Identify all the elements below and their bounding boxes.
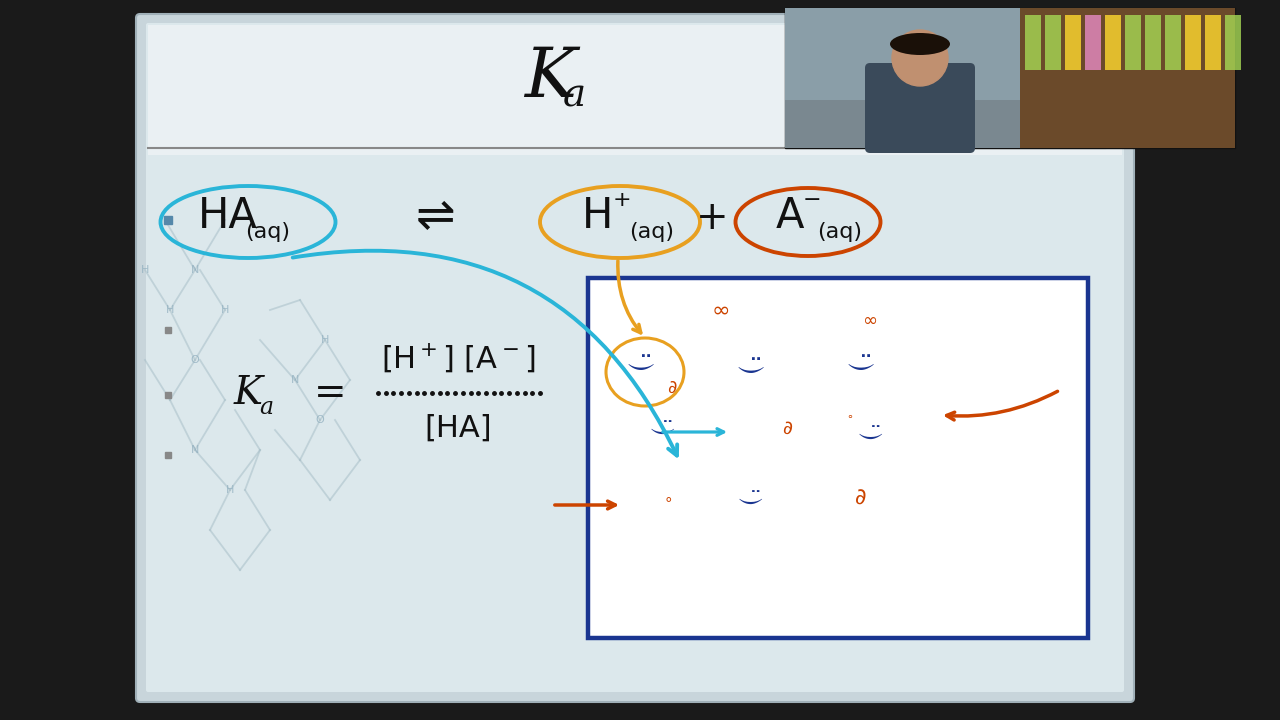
Bar (1146, 15, 1161, 70)
Text: =: = (314, 374, 347, 412)
Bar (1125, 15, 1140, 70)
Text: [HA]: [HA] (424, 413, 492, 443)
Text: N: N (191, 265, 200, 275)
Bar (1085, 15, 1101, 70)
Text: $\partial$: $\partial$ (854, 488, 867, 508)
Text: H: H (166, 305, 174, 315)
Text: $\ddot{\smile}$: $\ddot{\smile}$ (852, 423, 883, 447)
Bar (785, 8, 1020, 148)
FancyArrowPatch shape (293, 251, 677, 456)
Text: H: H (221, 305, 229, 315)
Text: $\ddot{\smile}$: $\ddot{\smile}$ (841, 351, 876, 379)
Bar (785, 8, 1235, 148)
Text: $\circ$: $\circ$ (846, 410, 854, 420)
Text: $\circ$: $\circ$ (663, 490, 672, 505)
Text: (aq): (aq) (818, 222, 863, 242)
Text: [H$^+$] [A$^-$]: [H$^+$] [A$^-$] (381, 341, 535, 374)
Text: +: + (696, 199, 728, 237)
FancyBboxPatch shape (136, 14, 1134, 702)
Bar (1044, 15, 1061, 70)
Bar (1105, 15, 1121, 70)
FancyArrowPatch shape (554, 501, 616, 509)
Text: H: H (321, 335, 329, 345)
Text: $\infty$: $\infty$ (863, 311, 878, 329)
Bar (1065, 15, 1082, 70)
FancyArrowPatch shape (618, 261, 641, 333)
Text: O: O (191, 355, 200, 365)
Text: −: − (803, 190, 822, 210)
FancyBboxPatch shape (865, 63, 975, 153)
Text: a: a (259, 397, 273, 420)
Ellipse shape (890, 33, 950, 55)
Text: (aq): (aq) (630, 222, 675, 242)
Bar (1185, 15, 1201, 70)
Circle shape (892, 30, 948, 86)
Bar (148, 25, 1123, 155)
Text: H: H (141, 265, 150, 275)
Text: N: N (291, 375, 300, 385)
Text: H: H (225, 485, 234, 495)
Bar (785, 100, 1020, 148)
FancyArrowPatch shape (663, 428, 723, 436)
Text: HA: HA (198, 195, 259, 237)
Text: K: K (233, 374, 262, 412)
Text: +: + (613, 190, 631, 210)
Text: O: O (316, 415, 324, 425)
Text: A: A (776, 195, 804, 237)
Text: $\ddot{\smile}$: $\ddot{\smile}$ (621, 351, 655, 379)
Text: N: N (191, 445, 200, 455)
Text: $\rightleftharpoons$: $\rightleftharpoons$ (406, 196, 454, 240)
Bar (1204, 15, 1221, 70)
Bar (1020, 8, 1235, 148)
Text: K: K (524, 45, 576, 112)
Text: (aq): (aq) (246, 222, 291, 242)
Text: $\ddot{\smile}$: $\ddot{\smile}$ (645, 418, 676, 442)
Text: H: H (582, 195, 613, 237)
Bar (1025, 15, 1041, 70)
Text: $\ddot{\smile}$: $\ddot{\smile}$ (732, 488, 763, 512)
Bar (1225, 15, 1242, 70)
Text: $\infty$: $\infty$ (710, 300, 730, 320)
Text: $\partial$: $\partial$ (667, 379, 677, 397)
Text: $\ddot{\smile}$: $\ddot{\smile}$ (731, 354, 765, 382)
Bar (1165, 15, 1181, 70)
Bar (588, 278, 1088, 638)
Text: $\partial$: $\partial$ (782, 418, 794, 438)
Text: a: a (562, 78, 585, 114)
FancyArrowPatch shape (947, 391, 1057, 420)
FancyBboxPatch shape (146, 23, 1124, 692)
